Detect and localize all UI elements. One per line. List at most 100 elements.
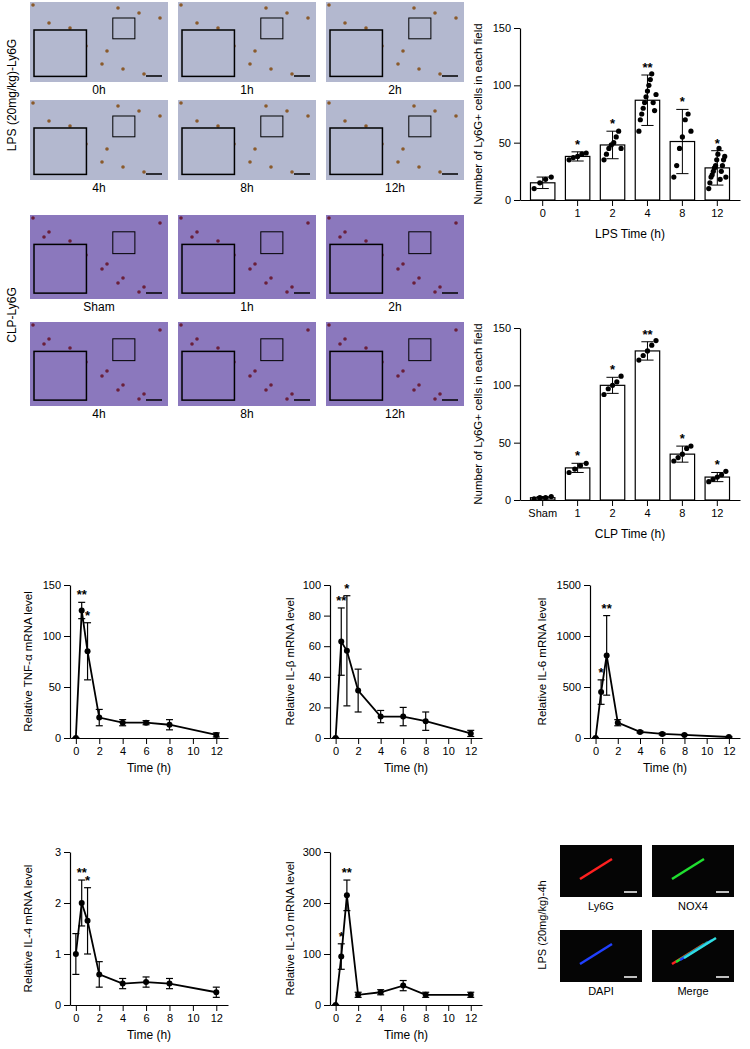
x-tick-mark (76, 738, 77, 744)
x-tick-mark (169, 738, 170, 744)
x-tick: 12 (465, 738, 477, 757)
cell-stain (343, 337, 347, 341)
error-bar (96, 962, 103, 988)
data-point (671, 458, 676, 463)
y-tick: 500 (563, 681, 590, 693)
data-point (706, 186, 711, 191)
inset-box (409, 232, 431, 254)
significance: * (680, 431, 686, 446)
data-point (715, 152, 720, 157)
axis-line (331, 1005, 483, 1006)
x-tick-mark (426, 1005, 427, 1011)
y-tick-label: 150 (43, 579, 61, 591)
x-tick-mark (682, 500, 683, 506)
fluorescence (580, 859, 612, 879)
x-tick: 8 (423, 738, 429, 757)
y-tick-label: 0 (315, 999, 321, 1011)
cell-stain (401, 262, 405, 266)
fluorescence (684, 938, 716, 958)
x-axis-title: Time (h) (127, 1028, 171, 1042)
marker (213, 989, 219, 995)
x-tick-mark (618, 738, 619, 744)
y-tick: 3 (55, 846, 70, 858)
x-tick: 0 (73, 738, 79, 757)
y-tick: 50 (499, 437, 520, 449)
cell-stain (364, 239, 368, 243)
image-caption: 4h (92, 181, 105, 195)
x-tick-mark (612, 500, 613, 506)
x-tick-label: Sham (528, 507, 557, 519)
x-tick: 12 (211, 1005, 223, 1024)
x-tick-mark (542, 200, 543, 206)
marker (637, 729, 643, 735)
y-tick-mark (324, 954, 330, 955)
significance: * (715, 457, 721, 472)
data-point (720, 163, 725, 168)
micrograph (652, 845, 734, 897)
x-tick-label: 4 (120, 745, 126, 757)
x-tick-mark (169, 1005, 170, 1011)
error-bar (537, 177, 549, 188)
x-axis-title: Time (h) (384, 761, 428, 775)
cell-stain (264, 6, 268, 10)
scale-bar (294, 292, 310, 294)
x-tick-mark (707, 738, 708, 744)
panel-label: LPS (20mg/kg)-Ly6G (5, 39, 19, 151)
axis-line (70, 586, 71, 739)
image-caption: 12h (385, 181, 405, 195)
inset (34, 351, 86, 400)
panel-label: CLP-Ly6G (5, 287, 19, 343)
data-point (645, 348, 650, 353)
y-tick-label: 40 (309, 671, 321, 683)
y-tick-mark (584, 636, 590, 637)
cell-stain (454, 16, 458, 20)
inset (330, 351, 382, 400)
data-point (688, 129, 693, 134)
marker (143, 720, 149, 726)
x-tick-label: 2 (356, 1012, 362, 1024)
cell-stain (105, 49, 109, 53)
cell-stain (137, 397, 141, 401)
scale-bar (624, 891, 637, 893)
x-tick: 10 (443, 1005, 455, 1024)
cell-stain (116, 388, 120, 392)
cell-stain (438, 72, 442, 76)
x-axis: 0124812 (521, 200, 741, 219)
data-point (719, 472, 724, 477)
cell-stain (401, 49, 405, 53)
x-tick: 1 (575, 500, 581, 519)
x-axis-title: CLP Time (h) (595, 527, 665, 541)
line (336, 642, 471, 738)
x-tick-mark (146, 1005, 147, 1011)
y-tick-mark (64, 585, 70, 586)
significance: ** (77, 587, 88, 602)
x-tick-label: 6 (144, 1012, 150, 1024)
y-axis-title: Relative IL-β mRNA level (284, 597, 296, 725)
data-point (549, 174, 554, 179)
cell-stain (306, 114, 310, 118)
x-tick-label: 10 (701, 745, 713, 757)
x-tick-label: 4 (378, 1012, 384, 1024)
bar (565, 156, 589, 200)
y-tick-mark (64, 903, 70, 904)
cell-stain (285, 109, 289, 113)
image-caption: Ly6G (588, 900, 614, 912)
marker (96, 971, 102, 977)
x-tick-mark (193, 1005, 194, 1011)
x-tick: 8 (423, 1005, 429, 1024)
micrograph (652, 930, 734, 982)
data-point (636, 129, 641, 134)
cell-stain (327, 3, 331, 7)
y-tick-label: 60 (309, 640, 321, 652)
cell-stain (285, 397, 289, 401)
x-tick-mark (612, 200, 613, 206)
image-caption: 2h (388, 83, 401, 97)
cell-stain (116, 281, 120, 285)
cell-stain (412, 6, 416, 10)
axis-line (330, 853, 331, 1006)
data-point (645, 88, 650, 93)
cell-stain (47, 230, 51, 234)
x-tick-label: 12 (465, 745, 477, 757)
x-tick: 1 (575, 200, 581, 219)
data-point (643, 94, 648, 99)
